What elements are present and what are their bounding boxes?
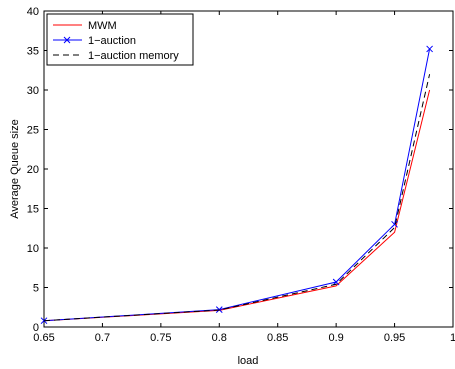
- x-tick-label: 0.95: [384, 332, 405, 344]
- legend-label: 1−auction memory: [88, 50, 179, 62]
- legend: MWM 1−auction 1−auction memory: [46, 13, 194, 66]
- series-line-2: [43, 74, 431, 322]
- y-tick-label: 0: [33, 322, 39, 334]
- y-tick-label: 15: [27, 204, 39, 216]
- y-axis-label: Average Queue size: [9, 119, 21, 218]
- y-axis-ticks: 0 5 10 15 20 25 30 35 40: [27, 6, 453, 334]
- y-tick-label: 40: [27, 6, 39, 18]
- legend-label: MWM: [88, 20, 117, 32]
- x-tick-label: 0.9: [328, 332, 343, 344]
- x-tick-label: 0.8: [212, 332, 227, 344]
- x-axis-ticks: 0.65 0.7 0.75 0.8 0.85 0.9 0.95 1: [33, 11, 455, 344]
- x-axis-label: load: [238, 355, 259, 367]
- y-tick-label: 30: [27, 85, 39, 97]
- y-tick-label: 10: [27, 243, 39, 255]
- x-tick-label: 1: [450, 332, 455, 344]
- data-point-marker: [332, 278, 340, 286]
- x-tick-label: 0.75: [150, 332, 171, 344]
- x-tick-label: 0.85: [267, 332, 288, 344]
- y-tick-label: 25: [27, 125, 39, 137]
- series-layer: [40, 45, 433, 325]
- y-tick-label: 20: [27, 164, 39, 176]
- series-line-0: [43, 89, 431, 322]
- data-point-marker: [426, 45, 433, 53]
- data-point-marker: [391, 220, 398, 228]
- x-tick-label: 0.7: [95, 332, 110, 344]
- y-tick-label: 35: [27, 46, 39, 58]
- legend-label: 1−auction: [88, 35, 136, 47]
- y-tick-label: 5: [33, 283, 39, 295]
- legend-marker: [63, 36, 71, 44]
- x-tick-label: 0.65: [33, 332, 54, 344]
